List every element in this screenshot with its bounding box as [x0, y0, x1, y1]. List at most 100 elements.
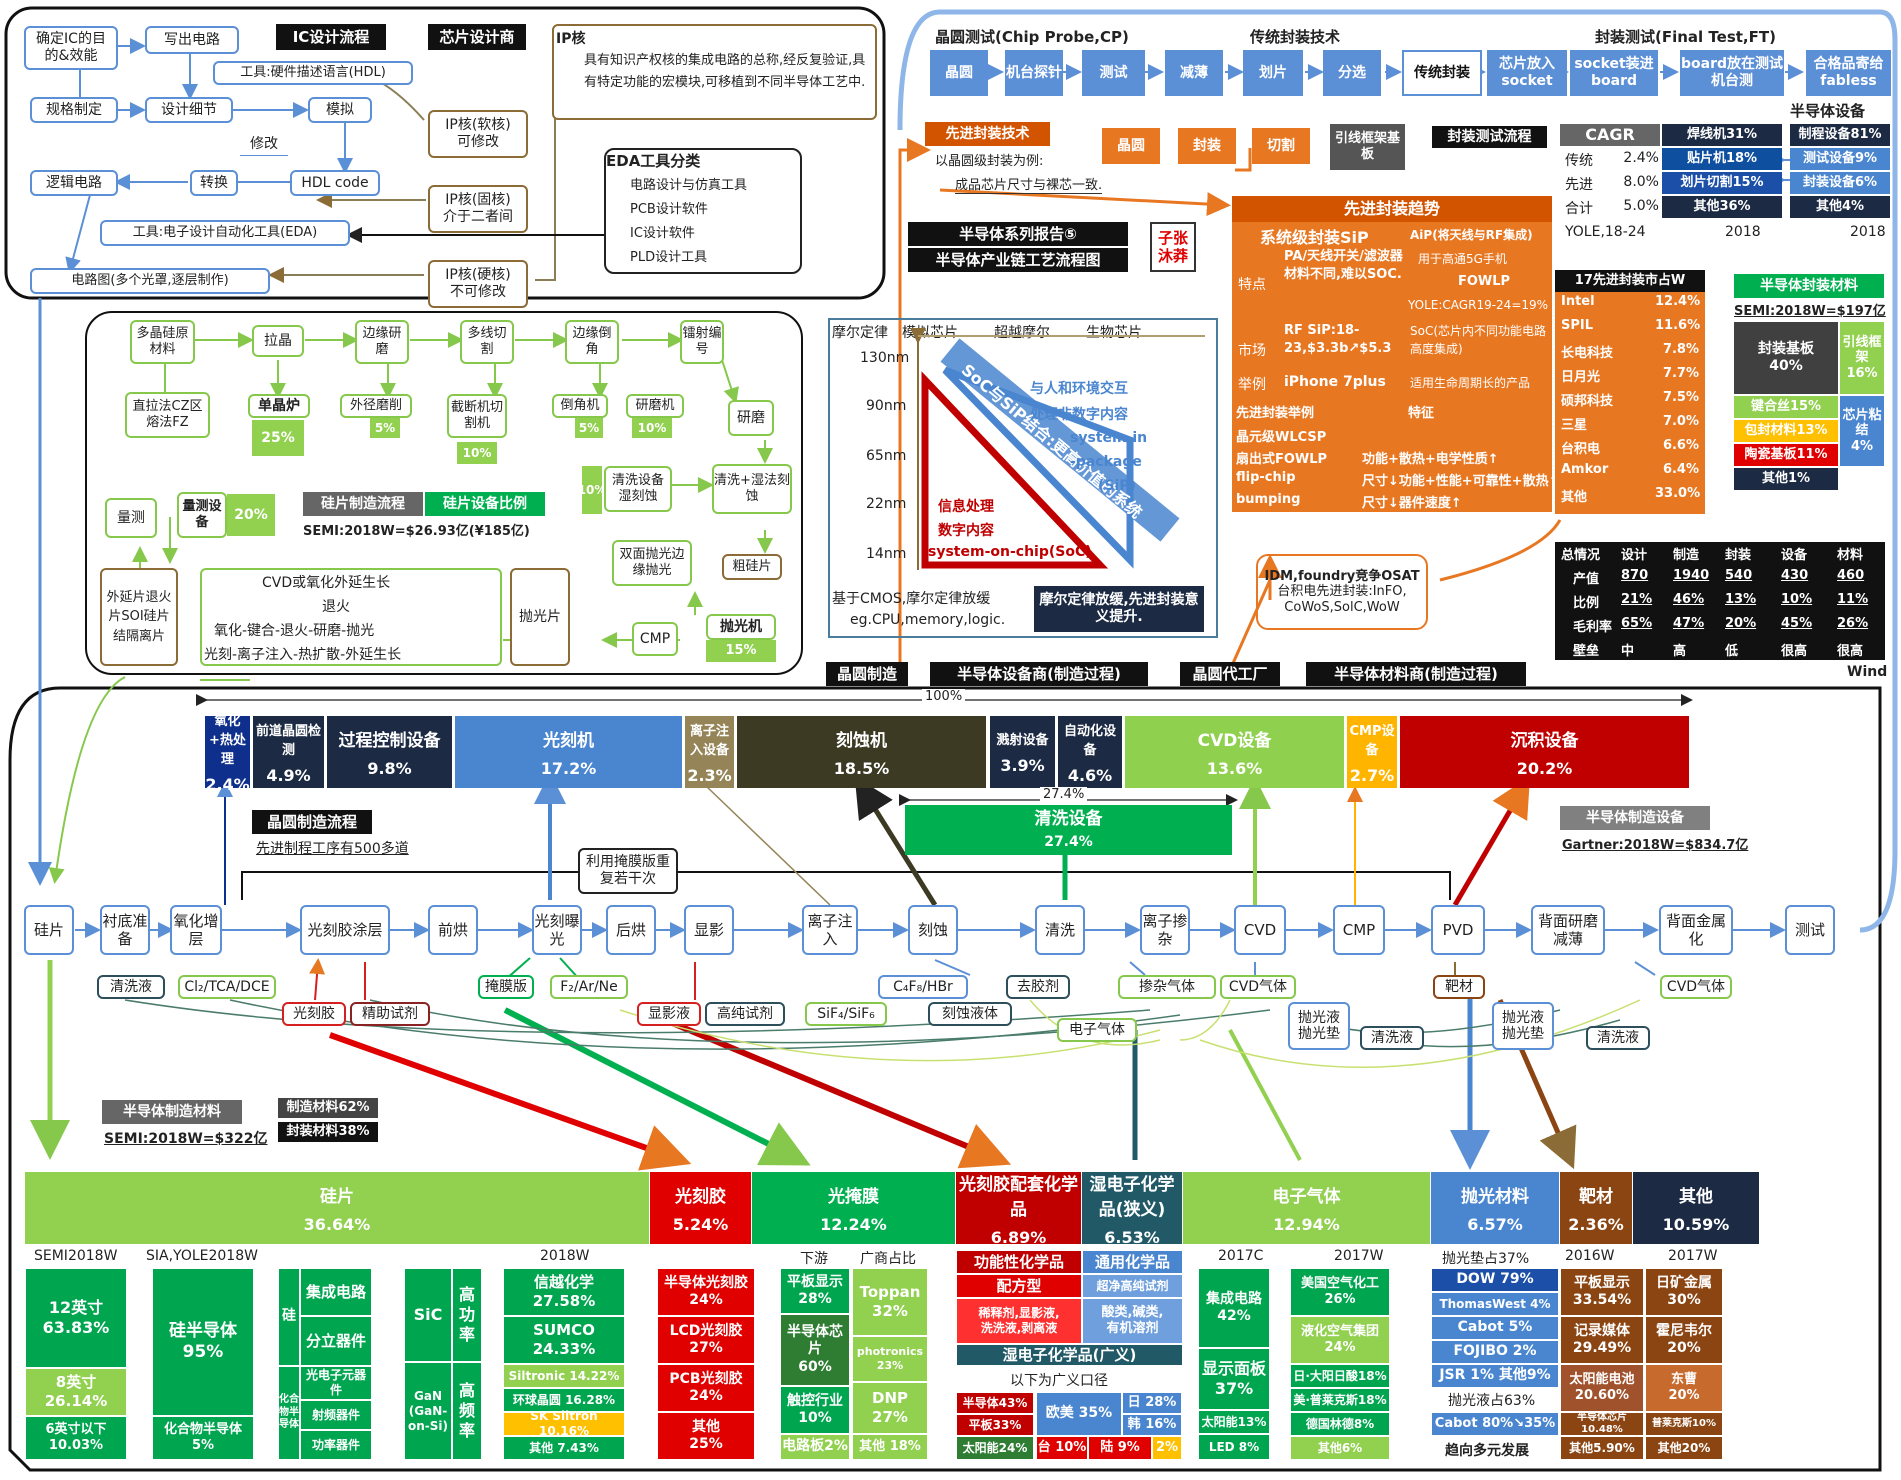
osat-share: 7.5%	[1662, 390, 1699, 405]
mask-maker-name: DNP	[872, 1389, 908, 1408]
resist-value: 24%	[689, 1388, 723, 1404]
fab-material: 去胶剂	[1006, 975, 1070, 999]
moore-box: 摩尔定律放缓,先进封装意义提升.	[1034, 586, 1204, 632]
osat-company: Intel	[1561, 294, 1595, 309]
clean-equip-value: 27.4%	[1044, 833, 1093, 850]
adv-ex-feat: 尺寸↓器件速度↑	[1362, 496, 1462, 511]
adv-ex-feat: 功能+散热+电学性质↑	[1362, 452, 1499, 467]
material-bar-value: 10.59%	[1662, 1215, 1730, 1234]
cagr-label: 先进	[1565, 177, 1593, 193]
pct-crystal: 25%	[252, 420, 304, 456]
pkg-equip-right-item: 其他4%	[1790, 196, 1890, 218]
osat-company: 三星	[1561, 418, 1588, 433]
adv-note1: 以晶圆级封装为例:	[935, 154, 1044, 169]
equip-year-left: 2018	[1725, 224, 1761, 240]
eda-title: EDA工具分类	[606, 152, 701, 170]
summary-cell: 很高	[1837, 644, 1864, 659]
moore-node: 22nm	[866, 496, 907, 512]
trend-mkt: RF SiP:18-23,$3.3b↗$5.3	[1284, 323, 1392, 356]
ip-hard: IP核(硬核) 不可修改	[428, 260, 528, 308]
summary-cell: 26%	[1837, 616, 1869, 631]
cagr-src: YOLE,18-24	[1565, 224, 1646, 240]
adv-pkg-title: 先进封装技术	[925, 122, 1050, 146]
material-bar-value: 2.36%	[1568, 1215, 1624, 1234]
pct-chamfer: 5%	[575, 418, 603, 438]
other-maker-name: 普莱克斯10%	[1652, 1417, 1716, 1429]
osat-share: 33.0%	[1655, 486, 1701, 501]
osat-title: 17先进封装市占W	[1555, 270, 1705, 292]
material-bar-name: 抛光材料	[1461, 1187, 1529, 1207]
pkg-substrate-lbl: 封装基板	[1758, 341, 1814, 358]
material-bar-value: 6.53%	[1104, 1227, 1160, 1247]
gas-maker-share: 24%	[1324, 1340, 1356, 1355]
wafer-rough: 粗硅片	[722, 554, 782, 580]
pkg-equip-right-item: 制程设备81%	[1790, 124, 1890, 146]
chem-note: 以下为广义口径	[1010, 1373, 1108, 1389]
summary-header: 设备	[1781, 548, 1808, 563]
material-source: SEMI2018W	[34, 1248, 118, 1264]
osat-company: Amkor	[1561, 462, 1609, 477]
material-bar-name: 硅片	[320, 1187, 354, 1207]
si-maker-name: Siltronic 14.22%	[508, 1368, 620, 1383]
summary-cell: 高	[1673, 644, 1687, 659]
chem-wide: 湿电子化学品(广义)	[956, 1344, 1183, 1366]
mask-maker: photronics 23%	[852, 1336, 928, 1382]
si-size-value: 26.14%	[44, 1392, 108, 1410]
moore-node: 90nm	[866, 398, 907, 414]
osat-share: 6.6%	[1662, 438, 1699, 453]
target-use: 平板显示 33.54%	[1560, 1268, 1644, 1316]
si-maker: 其他 7.43%	[503, 1436, 625, 1460]
series-author: 子张沐莽	[1150, 222, 1196, 272]
moore-blue2: 处理非数字内容	[1030, 407, 1128, 423]
moore-blue3: system-in	[1070, 430, 1148, 446]
osat-company: 硕邦科技	[1561, 394, 1614, 409]
idm-box: IDM,foundry竞争OSAT 台积电先进封装:InFO, CoWoS,So…	[1256, 554, 1428, 630]
mask-downstream: 半导体芯片 60%	[780, 1314, 850, 1386]
ip-core-panel: IP核 具有知识产权核的集成电路的总称,经反复验证,具有特定功能的宏模块,可移植…	[552, 24, 877, 120]
mat-title: 半导体制造材料	[102, 1100, 242, 1124]
ip-firm-label: IP核(固核)	[445, 192, 511, 209]
mat-market: SEMI:2018W=$322亿	[104, 1131, 268, 1147]
summary-header: 总情况	[1561, 548, 1601, 563]
pkg-equip-left-item: 贴片机18%	[1662, 148, 1782, 170]
fab-material: 清洗液	[1586, 1026, 1650, 1050]
resist-value: 25%	[689, 1436, 723, 1452]
chem-region: 台 10%	[1036, 1436, 1088, 1460]
material-bar-name: 光刻胶配套化学品	[959, 1174, 1078, 1220]
target-use-label: 半导体芯片10.48%	[1577, 1411, 1627, 1436]
ip-firm-sub: 介于二者间	[443, 209, 513, 225]
adv-ex-title: 先进封装举例	[1236, 406, 1315, 421]
resist-item: 其他 25%	[657, 1412, 755, 1460]
material-source: SIA,YOLE2018W	[146, 1248, 258, 1264]
moore-red2: 数字内容	[938, 523, 994, 539]
fab-step: CVD	[1234, 905, 1286, 955]
equip-bar-value: 3.9%	[1000, 756, 1045, 775]
wafer-crystal-furnace: 单晶炉	[248, 394, 310, 418]
fab-material: F₂/Ar/Ne	[550, 975, 628, 999]
gas-maker-name: 美·普莱克斯18%	[1293, 1392, 1387, 1407]
fab-material: 抛光液抛光垫	[1492, 1002, 1554, 1050]
si-use-item: 射频器件	[300, 1400, 372, 1430]
gas-maker-name: 其他6%	[1317, 1440, 1363, 1455]
ip-firm: IP核(固核) 介于二者间	[428, 185, 528, 233]
mask-maker-share: 23%	[876, 1359, 904, 1372]
equip-bar-value: 17.2%	[540, 759, 597, 778]
equip-bar-name: 沉积设备	[1510, 731, 1579, 751]
moore-blue4: -package	[1070, 454, 1142, 470]
fab-step: PVD	[1431, 905, 1485, 955]
fab-step: 测试	[1785, 905, 1835, 955]
wafer-ratio-title: 硅片设备比例	[425, 492, 545, 516]
fab-step: 背面金属化	[1659, 905, 1733, 955]
material-bar-name: 光刻胶	[675, 1187, 726, 1207]
moore-red3: system-on-chip(SoC)	[928, 544, 1092, 560]
mask-down-label: 触控行业	[787, 1392, 843, 1409]
eda-item: PCB设计软件	[630, 202, 708, 217]
other-maker-name: 其他20%	[1657, 1440, 1711, 1455]
si-maker: 环球晶圆 16.28%	[503, 1388, 625, 1412]
si-type-label: 化合物半导体	[163, 1421, 242, 1437]
summary-cell: 13%	[1725, 592, 1757, 607]
si-maker-name: SK Siltron 10.16%	[530, 1409, 598, 1438]
clean-equip: 清洗设备 27.4%	[905, 805, 1232, 855]
other-maker: 其他20%	[1645, 1436, 1723, 1460]
trend-mkt-lbl: 市场	[1238, 343, 1266, 359]
